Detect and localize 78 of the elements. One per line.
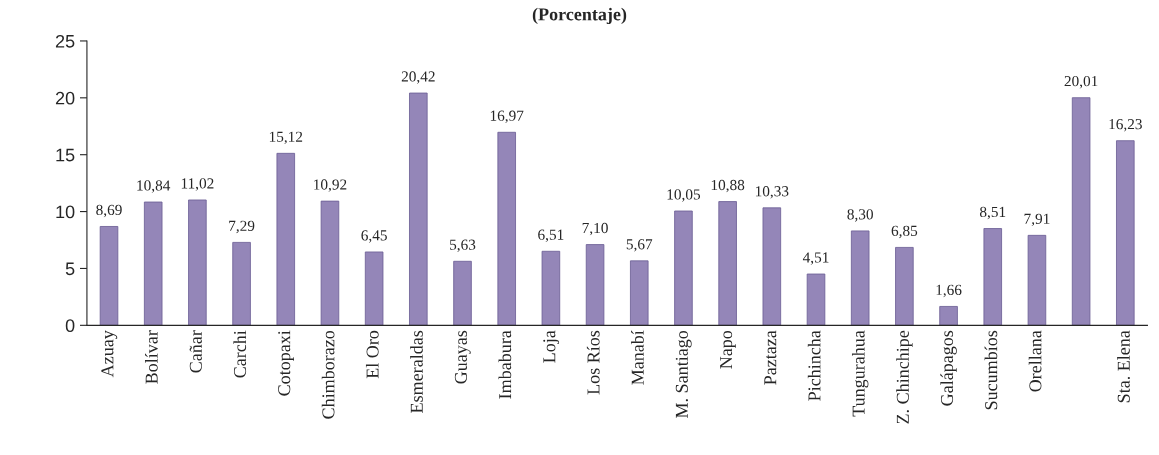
data-label: 6,45 bbox=[361, 230, 387, 243]
bar bbox=[364, 251, 384, 326]
data-label: 4,51 bbox=[802, 252, 829, 265]
y-tick-label: 10 bbox=[56, 205, 75, 219]
x-tick-label: Z. Chinchipe bbox=[896, 330, 913, 424]
x-tick-label: Los Ríos bbox=[586, 330, 600, 395]
bar bbox=[630, 260, 649, 326]
y-tick-label: 15 bbox=[56, 148, 75, 162]
chart-title: (Porcentaje) bbox=[532, 7, 627, 25]
data-label: 20,01 bbox=[1064, 75, 1098, 89]
y-tick-label: 0 bbox=[65, 319, 75, 333]
bar bbox=[320, 200, 340, 326]
data-label: 5,63 bbox=[450, 239, 476, 253]
x-tick-label: Tungurahua bbox=[851, 330, 869, 417]
data-label: 10,33 bbox=[755, 186, 789, 199]
data-label: 8,69 bbox=[96, 204, 122, 218]
data-label: 5,67 bbox=[626, 239, 653, 252]
x-tick-label: Cotopaxi bbox=[278, 330, 294, 396]
data-label: 8,30 bbox=[847, 209, 873, 222]
x-tick-label: Loja bbox=[543, 330, 560, 363]
data-label: 10,92 bbox=[314, 179, 347, 192]
x-tick-label: Esmeraldas bbox=[410, 330, 423, 413]
bar bbox=[188, 199, 207, 326]
x-tick-label: Sucumbíos bbox=[984, 330, 998, 410]
bar bbox=[1071, 97, 1091, 326]
data-label: 10,84 bbox=[137, 180, 171, 193]
data-label: 7,10 bbox=[582, 222, 608, 236]
bar bbox=[1116, 140, 1135, 326]
x-tick-label: Galápagos bbox=[940, 330, 957, 406]
data-label: 8,51 bbox=[979, 206, 1006, 220]
data-label: 7,91 bbox=[1024, 213, 1050, 227]
data-label: 6,51 bbox=[538, 229, 564, 243]
y-tick-label: 20 bbox=[55, 91, 75, 105]
bar bbox=[232, 241, 251, 326]
bar bbox=[99, 226, 119, 326]
x-tick-label: Azuay bbox=[101, 330, 118, 378]
x-tick-label: Guayas bbox=[454, 330, 471, 384]
x-tick-label: M. Santiago bbox=[675, 330, 692, 418]
data-label: 10,88 bbox=[711, 179, 745, 193]
x-tick-label: Chimborazo bbox=[321, 330, 335, 419]
x-tick-label: Napo bbox=[720, 330, 736, 369]
bar bbox=[409, 92, 428, 326]
x-tick-label: Bolívar bbox=[144, 330, 158, 384]
x-tick-label: Imbabura bbox=[498, 330, 512, 399]
data-label: 20,42 bbox=[401, 71, 435, 84]
x-tick-label: El Oro bbox=[365, 330, 379, 379]
x-tick-label: Orellana bbox=[1028, 330, 1042, 392]
bar bbox=[674, 210, 693, 326]
bar bbox=[276, 152, 296, 326]
bar bbox=[541, 250, 561, 326]
data-label: 1,66 bbox=[936, 284, 962, 298]
bar bbox=[453, 260, 472, 326]
x-tick-label: Pichincha bbox=[807, 330, 821, 401]
bar bbox=[983, 228, 1003, 326]
x-tick-label: Carchi bbox=[233, 330, 247, 378]
y-tick-label: 25 bbox=[55, 34, 75, 48]
y-tick-label: 5 bbox=[65, 262, 75, 276]
data-label: 16,97 bbox=[490, 110, 524, 124]
data-label: 7,29 bbox=[229, 220, 255, 234]
data-label: 11,02 bbox=[181, 178, 214, 191]
bar bbox=[850, 230, 870, 326]
data-label: 10,05 bbox=[667, 189, 701, 202]
bar bbox=[585, 244, 605, 326]
data-label: 16,23 bbox=[1109, 119, 1142, 132]
x-tick-label: Manabí bbox=[631, 330, 644, 385]
bar bbox=[895, 246, 914, 326]
x-tick-label: Sta. Elena bbox=[1117, 330, 1130, 403]
bar bbox=[497, 131, 516, 326]
x-tick-label: Cañar bbox=[189, 330, 202, 373]
data-label: 6,85 bbox=[891, 225, 918, 239]
bar bbox=[939, 306, 958, 326]
bar bbox=[806, 273, 826, 326]
x-tick-label: Paztaza bbox=[764, 330, 777, 385]
bar bbox=[762, 207, 782, 326]
data-label: 15,12 bbox=[269, 131, 303, 145]
bar bbox=[143, 201, 163, 326]
bar bbox=[1027, 234, 1047, 326]
bar bbox=[718, 201, 737, 326]
